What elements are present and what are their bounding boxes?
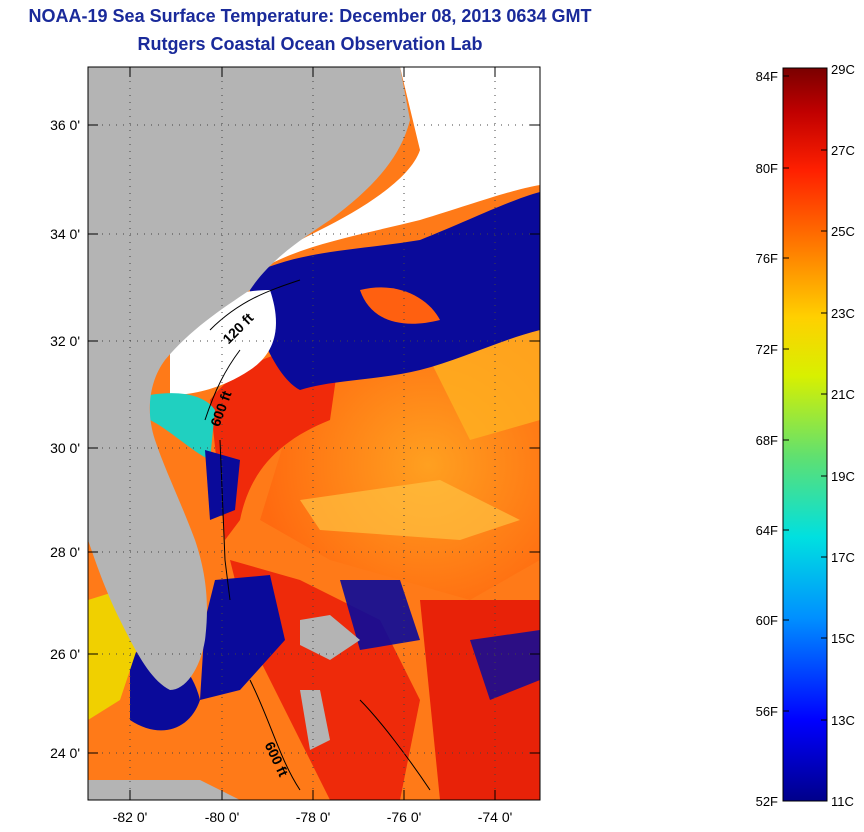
lat-label-24: 24 0' [50,745,80,761]
colorbar-f-80: 80F [756,161,778,176]
colorbar-f-84: 84F [756,69,778,84]
lon-label-78: -78 0' [296,809,331,825]
land-cuba [88,780,240,800]
colorbar-f-52: 52F [756,794,778,809]
map-subtitle: Rutgers Coastal Ocean Observation Lab [137,34,483,54]
colorbar-f-76: 76F [756,251,778,266]
colorbar-f-64: 64F [756,523,778,538]
lon-label-80: -80 0' [205,809,240,825]
colorbar-c-25: 25C [831,224,855,239]
colorbar-c-19: 19C [831,469,855,484]
lon-label-74: -74 0' [478,809,513,825]
lat-label-26: 26 0' [50,646,80,662]
lat-label-30: 30 0' [50,440,80,456]
colorbar-c-23: 23C [831,306,855,321]
land-bahamas [300,615,360,660]
colorbar-c-13: 13C [831,713,855,728]
colorbar-c-27: 27C [831,143,855,158]
colorbar [782,67,828,802]
cloud-cover [260,67,540,270]
map-title: NOAA-19 Sea Surface Temperature: Decembe… [28,6,592,26]
gulf-stream [210,347,340,540]
colorbar-f-60: 60F [756,613,778,628]
lat-label-28: 28 0' [50,544,80,560]
colorbar-c-17: 17C [831,550,855,565]
lat-label-34: 34 0' [50,226,80,242]
colorbar-f-56: 56F [756,704,778,719]
lat-label-32: 32 0' [50,333,80,349]
colorbar-f-72: 72F [756,342,778,357]
lat-label-36: 36 0' [50,117,80,133]
colorbar-f-68: 68F [756,433,778,448]
colorbar-c-29: 29C [831,62,855,77]
colorbar-c-21: 21C [831,387,855,402]
lon-label-82: -82 0' [113,809,148,825]
colorbar-c-11: 11C [831,794,854,809]
map-canvas [88,67,540,800]
lon-label-76: -76 0' [387,809,422,825]
colorbar-ticks [783,75,827,721]
land-southeast-us [88,67,410,690]
colorbar-c-15: 15C [831,631,855,646]
map-frame [87,66,541,801]
